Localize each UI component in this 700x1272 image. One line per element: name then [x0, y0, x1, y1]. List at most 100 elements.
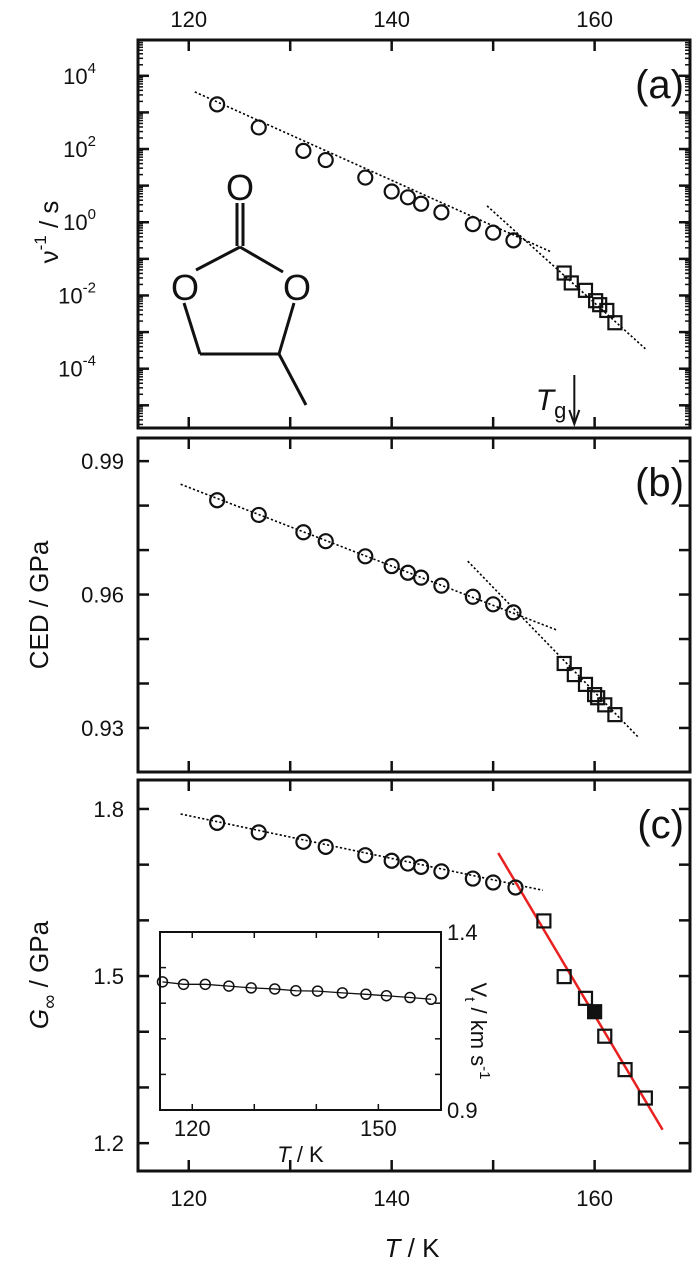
data-point-square — [597, 1028, 613, 1044]
inset-data-point — [269, 983, 281, 995]
y-axis-title: CED / GPa — [24, 540, 54, 669]
bond-line — [182, 302, 202, 355]
atom-oxygen-right: O — [283, 267, 311, 308]
label-part: T — [536, 384, 557, 417]
data-point-circle — [505, 232, 522, 249]
panel-label: (c) — [637, 803, 684, 847]
data-point-square — [637, 1090, 653, 1106]
data-point-circle — [507, 879, 524, 896]
label-part: 10 — [63, 137, 87, 162]
panel-b: 0.99 0.96 0.93 CED / GPa (b) — [24, 436, 692, 774]
inset-data-point — [223, 980, 235, 992]
y-tick-label: 1.8 — [93, 797, 124, 822]
label-part: 10 — [63, 64, 87, 89]
data-point-circle — [250, 119, 267, 136]
label-part: G — [24, 1009, 54, 1029]
label-part: 10 — [63, 210, 87, 235]
inset-chart: 120 150 1.4 0.9 T / K Vt / km s-1 — [156, 920, 493, 1167]
label-part: 0.93 — [81, 716, 124, 741]
y-tick-label: 10-4 — [58, 353, 96, 382]
inset-data-point — [199, 978, 212, 991]
data-point-circle — [485, 874, 502, 891]
data-point-square — [556, 969, 572, 985]
label-part: -1 — [31, 235, 50, 250]
data-point-circle — [295, 833, 312, 850]
data-point-circle — [357, 169, 374, 186]
fit-line-dotted — [467, 560, 640, 739]
data-point-square — [607, 707, 623, 723]
tg-annotation: Tg — [536, 384, 567, 423]
y-tick-label: 1.5 — [93, 964, 124, 989]
data-point-square — [587, 687, 603, 703]
data-point-circle — [464, 215, 481, 233]
label-part: 2 — [88, 133, 96, 150]
label-part: 10 — [58, 283, 82, 308]
y-tick-label: 0.99 — [81, 449, 124, 474]
data-point-circle — [357, 847, 374, 864]
label-part: 1.2 — [93, 1131, 124, 1156]
label-part: / K — [400, 1233, 440, 1263]
label-part: / K — [291, 1142, 324, 1167]
fit-line-dotted — [180, 483, 558, 631]
data-point-square — [617, 1062, 633, 1078]
data-point-square — [597, 697, 613, 713]
inset-data-point — [245, 982, 257, 994]
inset-data-point — [156, 976, 169, 988]
label-part: g — [554, 398, 566, 423]
label-part: t — [461, 997, 478, 1002]
y-axis-title: G∞ / GPa — [24, 920, 61, 1029]
bond-line — [239, 245, 284, 274]
data-point-circle — [485, 596, 502, 613]
data-point-circle — [295, 142, 312, 159]
data-point-circle — [317, 151, 334, 169]
label-part: T — [277, 1142, 292, 1167]
y-tick-label: 0.93 — [81, 716, 124, 741]
data-point-circle — [399, 855, 417, 872]
tg-arrow-head-icon — [568, 409, 581, 427]
label-part: 10 — [58, 357, 82, 382]
label-part: / s — [34, 201, 64, 236]
y-axis-title: ν-1 / s — [31, 201, 64, 264]
x-tick-label-top: 160 — [576, 7, 613, 32]
data-point-circle — [485, 224, 502, 241]
data-point-square — [556, 655, 572, 672]
y-tick-label: 10-2 — [58, 279, 96, 308]
inset-y-tick-label: 0.9 — [447, 1098, 478, 1123]
data-point-circle — [464, 588, 481, 605]
data-point-square — [566, 667, 582, 683]
label-part: -4 — [83, 353, 96, 370]
y-tick-label: 100 — [63, 206, 96, 235]
inset-series-line — [162, 981, 432, 1000]
inset-data-point — [336, 987, 349, 999]
bond-line — [195, 245, 241, 272]
y-tick-label: 104 — [63, 60, 96, 89]
label-part: -2 — [83, 279, 96, 296]
label-part: 1.8 — [93, 797, 124, 822]
data-point-circle — [464, 870, 481, 887]
inset-data-point — [311, 985, 324, 997]
label-part: 4 — [88, 60, 96, 77]
x-tick-label-top: 140 — [373, 7, 410, 32]
data-point-circle — [317, 533, 334, 550]
data-point-square — [599, 302, 615, 319]
data-point-circle — [383, 852, 400, 869]
x-tick-label-bottom: 160 — [576, 1186, 613, 1211]
data-point-circle — [433, 863, 450, 880]
data-point-circle — [317, 838, 334, 855]
inset-y-tick-label: 1.4 — [447, 920, 478, 945]
panel-label: (b) — [635, 461, 684, 505]
data-point-circle — [413, 858, 430, 875]
data-point-square — [577, 676, 594, 692]
data-point-circle — [505, 604, 522, 621]
fit-line-dotted — [180, 813, 544, 892]
data-point-circle — [209, 96, 226, 113]
y-tick-label: 1.2 — [93, 1131, 124, 1156]
inset-x-tick-label: 150 — [360, 1116, 397, 1141]
data-point-circle — [413, 569, 430, 586]
label-part: 0.99 — [81, 449, 124, 474]
inset-data-point — [177, 978, 190, 991]
label-part: 0.96 — [81, 583, 124, 608]
inset-y-axis-title: Vt / km s-1 — [461, 983, 493, 1080]
label-part: 1.5 — [93, 964, 124, 989]
